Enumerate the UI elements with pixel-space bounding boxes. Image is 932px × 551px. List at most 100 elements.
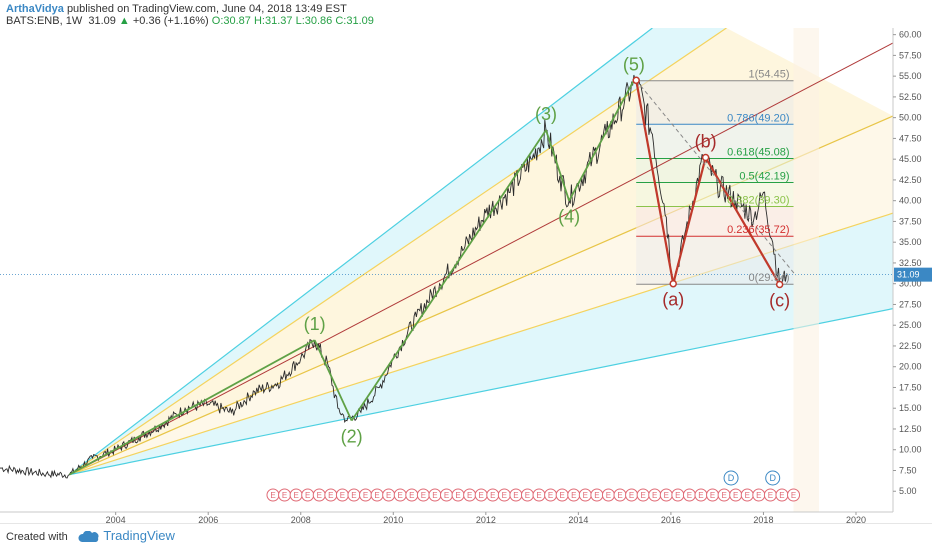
earnings-marker-label-38: E <box>698 491 703 500</box>
earnings-marker-label-17: E <box>455 491 460 500</box>
projection-dashed-line <box>635 79 797 276</box>
fib-label-1: 1(54.45) <box>749 69 790 81</box>
wave-label-6: (a) <box>662 290 684 310</box>
fib-label-3: 0.618(45.08) <box>727 147 789 159</box>
y-tick-label-19: 52.50 <box>899 92 922 102</box>
price-change: +0.36 (+1.16%) <box>132 15 209 27</box>
y-tick-label-0: 5.00 <box>899 486 917 496</box>
high-value: H:31.37 <box>253 15 293 27</box>
earnings-marker-label-13: E <box>409 491 414 500</box>
x-tick-label-3: 2010 <box>383 515 403 525</box>
symbol-line: BATS:ENB, 1W 31.09 ▲ +0.36 (+1.16%) O:30… <box>6 15 374 27</box>
earnings-marker-label-36: E <box>675 491 680 500</box>
fib-label-5: 0.382(39.30) <box>727 194 789 206</box>
earnings-marker-label-19: E <box>479 491 484 500</box>
fib-zone-6 <box>636 236 794 285</box>
author-name[interactable]: ArthaVidya <box>6 3 64 15</box>
current-price-badge-label: 31.09 <box>897 270 920 280</box>
earnings-marker-46 <box>787 488 801 502</box>
fib-label-2: 0.786(49.20) <box>727 112 789 124</box>
earnings-marker-label-39: E <box>710 491 715 500</box>
published-text: published on TradingView.com, June 04, 2… <box>66 3 347 15</box>
corrective-wave-line-1 <box>635 80 675 284</box>
wave-label-7: (b) <box>695 132 717 152</box>
pivot-marker-2 <box>669 279 677 288</box>
created-with-text: Created with <box>6 531 68 543</box>
tradingview-cloud-icon <box>78 530 99 542</box>
earnings-marker-label-29: E <box>594 491 599 500</box>
y-tick-label-12: 35.00 <box>899 237 922 247</box>
y-tick-label-4: 15.00 <box>899 403 922 413</box>
tradingview-brand: TradingView <box>103 528 175 543</box>
pivot-marker-1 <box>632 76 640 85</box>
earnings-marker-label-8: E <box>351 491 356 500</box>
earnings-marker-label-31: E <box>617 491 622 500</box>
y-tick-label-6: 20.00 <box>899 362 922 372</box>
earnings-marker-label-11: E <box>386 491 391 500</box>
dividend-marker-2 <box>765 470 781 486</box>
fan-line-5 <box>69 308 893 476</box>
y-tick-label-11: 32.50 <box>899 258 922 268</box>
earnings-marker-label-30: E <box>606 491 611 500</box>
y-tick-label-21: 57.50 <box>899 50 922 60</box>
earnings-marker-label-2: E <box>282 491 287 500</box>
y-tick-label-10: 30.00 <box>899 279 922 289</box>
earnings-marker-label-33: E <box>640 491 645 500</box>
y-tick-label-2: 10.00 <box>899 445 922 455</box>
earnings-marker-label-23: E <box>525 491 530 500</box>
impulse-wave-line-1 <box>68 339 316 476</box>
earnings-marker-label-25: E <box>548 491 553 500</box>
earnings-marker-label-12: E <box>398 491 403 500</box>
earnings-marker-label-7: E <box>340 491 345 500</box>
dividend-marker-label-1: D <box>728 473 735 483</box>
earnings-marker-label-22: E <box>513 491 518 500</box>
dividend-marker-label-2: D <box>769 473 776 483</box>
earnings-marker-label-40: E <box>721 491 726 500</box>
impulse-wave-line-4 <box>545 129 570 201</box>
last-price: 31.09 <box>88 15 116 27</box>
earnings-marker-label-5: E <box>317 491 322 500</box>
close-value: C:31.09 <box>335 15 374 27</box>
x-tick-label-4: 2012 <box>476 515 496 525</box>
fib-zone-2 <box>636 124 794 159</box>
fib-zone-1 <box>636 80 794 125</box>
y-tick-label-16: 45.00 <box>899 154 922 164</box>
symbol-label: BATS:ENB, 1W <box>6 15 83 27</box>
fan-line-2 <box>69 28 727 476</box>
fan-line-1 <box>69 28 653 476</box>
tradingview-logo[interactable]: TradingView <box>78 528 175 543</box>
earnings-marker-label-9: E <box>363 491 368 500</box>
fib-label-6: 0.236(35.72) <box>727 224 789 236</box>
corrective-wave-line-2 <box>672 157 707 284</box>
earnings-marker-label-37: E <box>687 491 692 500</box>
y-tick-label-14: 40.00 <box>899 196 922 206</box>
earnings-marker-label-21: E <box>502 491 507 500</box>
earnings-marker-label-45: E <box>779 491 784 500</box>
impulse-wave-line-5 <box>568 79 635 202</box>
earnings-marker-label-26: E <box>560 491 565 500</box>
y-tick-label-13: 37.50 <box>899 216 922 226</box>
footer-bar: Created with TradingView <box>0 523 932 551</box>
x-tick-label-0: 2004 <box>106 515 126 525</box>
wave-label-1: (1) <box>304 314 326 334</box>
earnings-marker-label-24: E <box>536 491 541 500</box>
earnings-marker-label-6: E <box>328 491 333 500</box>
earnings-marker-label-14: E <box>421 491 426 500</box>
y-tick-label-7: 22.50 <box>899 341 922 351</box>
earnings-marker-label-1: E <box>270 491 275 500</box>
earnings-marker-label-28: E <box>583 491 588 500</box>
wave-label-3: (3) <box>535 104 557 124</box>
earnings-marker-label-16: E <box>444 491 449 500</box>
earnings-marker-label-43: E <box>756 491 761 500</box>
fib-label-4: 0.5(42.19) <box>739 170 789 182</box>
y-tick-label-8: 25.00 <box>899 320 922 330</box>
earnings-marker-label-32: E <box>629 491 634 500</box>
x-tick-label-7: 2018 <box>753 515 773 525</box>
earnings-marker-label-4: E <box>305 491 310 500</box>
wave-label-5: (5) <box>623 54 645 74</box>
plot-area <box>0 28 893 512</box>
x-tick-label-5: 2014 <box>568 515 588 525</box>
earnings-marker-label-20: E <box>490 491 495 500</box>
impulse-wave-line-3 <box>350 129 547 422</box>
